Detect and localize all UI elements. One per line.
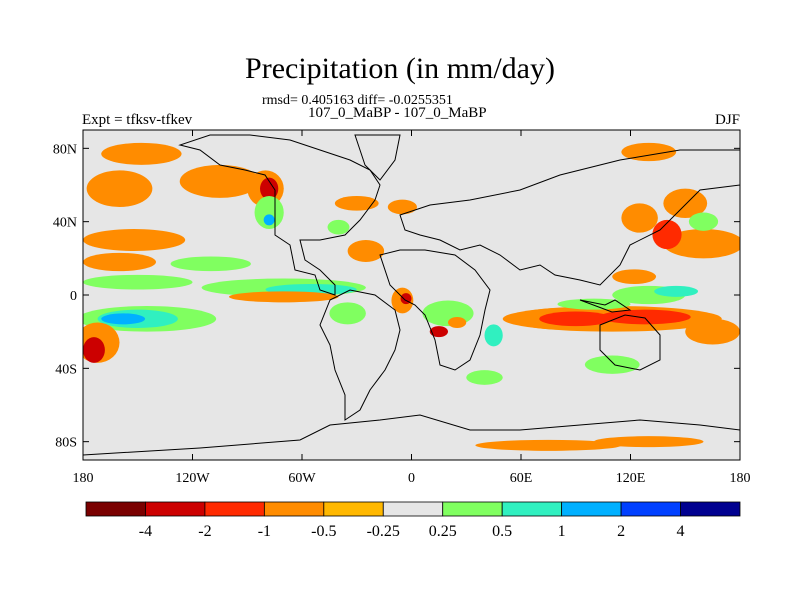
x-tick-label: 0 xyxy=(408,471,415,486)
colorbar-swatch xyxy=(620,501,681,517)
colorbar-swatch xyxy=(501,501,563,517)
colorbar-swatch xyxy=(442,501,503,517)
colorbar-swatch xyxy=(323,501,384,517)
colorbar-label: 2 xyxy=(617,523,625,540)
anomaly-region xyxy=(688,212,719,231)
anomaly-region xyxy=(101,313,146,325)
colorbar-swatch xyxy=(204,501,265,517)
x-tick-label: 120E xyxy=(616,471,646,486)
colorbar-swatch xyxy=(263,501,325,517)
colorbar-label: 1 xyxy=(558,523,566,540)
x-tick-label: 60E xyxy=(510,471,533,486)
anomaly-region xyxy=(621,142,677,162)
anomaly-region xyxy=(101,142,182,165)
y-tick-label: 40S xyxy=(55,362,77,377)
colorbar-label: -0.5 xyxy=(311,523,336,540)
anomaly-region xyxy=(170,256,251,272)
anomaly-region xyxy=(685,318,740,345)
anomaly-region xyxy=(179,164,261,198)
anomaly-region xyxy=(83,274,193,290)
y-tick-label: 0 xyxy=(70,289,77,304)
colorbar-label: 4 xyxy=(677,523,685,540)
anomaly-region xyxy=(612,269,657,284)
experiment-label: Expt = tfksv-tfkev xyxy=(82,112,193,128)
anomaly-region xyxy=(621,203,658,233)
x-tick-label: 60W xyxy=(288,471,316,486)
anomaly-region xyxy=(484,324,503,347)
coastline-africa xyxy=(379,249,491,371)
anomaly-region xyxy=(539,311,613,327)
coastline-layer xyxy=(83,134,740,456)
colorbar-label: -4 xyxy=(139,523,152,540)
x-tick-label: 180 xyxy=(73,471,94,486)
anomaly-region xyxy=(334,196,379,211)
anomaly-region xyxy=(229,291,339,303)
coastline-eurasia xyxy=(399,149,740,286)
anomaly-region xyxy=(584,355,640,374)
colorbar-label: -2 xyxy=(198,523,211,540)
colorbar-swatch xyxy=(85,501,146,517)
anomaly-region xyxy=(263,214,275,226)
anomaly-region xyxy=(475,439,622,451)
y-tick-label: 80S xyxy=(55,436,77,451)
anomaly-region xyxy=(599,309,691,325)
colorbar: -4 -2 -1 -0.5 -0.25 0.25 0.5 1 2 4 xyxy=(85,501,741,540)
coastline-south-america xyxy=(319,289,401,421)
coastline-indonesia xyxy=(579,299,632,313)
anomaly-region xyxy=(663,229,740,259)
chart-title: Precipitation (in mm/day) xyxy=(245,52,555,85)
colorbar-swatch xyxy=(561,501,622,517)
stats-text: rmsd= 0.405163 diff= -0.0255351 xyxy=(262,93,453,108)
anomaly-region xyxy=(429,326,448,338)
x-tick-label: 120W xyxy=(175,471,210,486)
coastline-greenland xyxy=(354,134,401,181)
season-label: DJF xyxy=(714,112,740,128)
anomaly-region xyxy=(663,188,708,218)
anomaly-region xyxy=(83,337,105,363)
anomaly-region xyxy=(260,177,279,200)
anomaly-region xyxy=(654,285,699,297)
subtitle: 107_0_MaBP - 107_0_MaBP xyxy=(308,105,487,121)
anomaly-region xyxy=(86,170,153,208)
anomaly-region xyxy=(83,229,186,251)
colorbar-label: 0.25 xyxy=(429,523,457,540)
anomaly-region xyxy=(466,370,503,385)
coastline-north-america xyxy=(178,134,381,296)
anomaly-region xyxy=(327,219,350,235)
anomaly-region xyxy=(329,302,366,325)
colorbar-swatch xyxy=(145,501,206,517)
y-tick-label: 40N xyxy=(53,216,77,231)
colorbar-swatch xyxy=(382,501,444,517)
anomaly-region xyxy=(387,199,417,215)
coastline-antarctica xyxy=(83,414,740,456)
y-tick-label: 80N xyxy=(53,142,77,157)
y-axis: 80N 40N 0 40S 80S xyxy=(53,142,740,451)
anomaly-region xyxy=(83,252,156,272)
colorbar-swatch xyxy=(680,501,741,517)
x-axis: 180 120W 60W 0 60E 120E 180 xyxy=(73,130,751,486)
anomaly-region xyxy=(594,436,704,448)
anomaly-region xyxy=(448,317,467,328)
x-tick-label: 180 xyxy=(730,471,751,486)
colorbar-label: 0.5 xyxy=(492,523,512,540)
coastline-australia xyxy=(599,314,661,371)
anomaly-region xyxy=(254,196,284,229)
colorbar-label: -0.25 xyxy=(367,523,400,540)
anomaly-layer xyxy=(83,142,740,451)
anomaly-region xyxy=(347,240,385,262)
colorbar-label: -1 xyxy=(258,523,271,540)
anomaly-region xyxy=(652,219,682,250)
